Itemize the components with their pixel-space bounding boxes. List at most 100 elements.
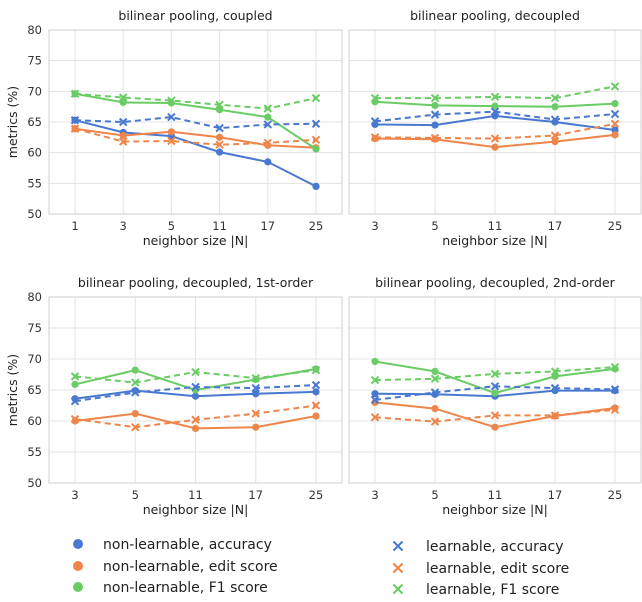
legend-label: non-learnable, accuracy [103, 537, 272, 553]
x-tick-label: 25 [608, 219, 623, 233]
data-point-circle [252, 423, 260, 431]
data-point-circle [431, 367, 439, 375]
x-marker-stroke [550, 115, 560, 124]
y-tick-label: 50 [27, 476, 42, 490]
data-point-x [550, 131, 560, 140]
data-point-x [370, 133, 380, 142]
plot-frame [48, 29, 343, 215]
y-axis-label: metrics (%) [5, 86, 20, 158]
x-marker-stroke [251, 383, 260, 393]
x-marker-stroke [392, 583, 404, 595]
x-marker-stroke [167, 112, 176, 122]
x-marker-stroke [370, 375, 380, 385]
data-point-x [370, 117, 380, 126]
data-point-x [610, 405, 620, 415]
data-point-circle [491, 102, 499, 110]
x-marker-stroke [430, 133, 440, 143]
x-tick-label: 11 [488, 219, 503, 233]
x-marker-stroke [430, 388, 440, 397]
chart-panel-3: 50 55 60 65 70 75 80 3 5 11 17 25 bilinear pooling, … [5, 275, 343, 517]
y-tick-label: 80 [27, 23, 42, 37]
x-marker-stroke [610, 109, 620, 119]
plot-frame [348, 29, 642, 215]
x-axis-label: neighbor size |N| [143, 233, 249, 248]
x-marker-stroke [550, 93, 560, 103]
x-marker-stroke [490, 382, 500, 391]
data-point-circle [167, 128, 175, 136]
x-axis-label: neighbor size |N| [442, 233, 548, 248]
data-point-circle [131, 366, 139, 374]
data-point-x [167, 136, 176, 146]
x-marker-stroke [118, 117, 128, 127]
data-point-x [610, 109, 620, 119]
data-point-circle [611, 404, 619, 412]
x-marker-stroke [70, 396, 80, 406]
y-tick-label: 75 [27, 321, 42, 335]
x-tick-label: 3 [371, 219, 378, 233]
data-point-circle [264, 113, 272, 121]
data-point-x [118, 93, 128, 102]
data-point-x [311, 93, 321, 103]
data-point-x [263, 104, 273, 113]
x-marker-stroke [430, 93, 440, 103]
data-point-circle [312, 388, 320, 396]
data-point-x [311, 365, 321, 375]
chart-panel-1: 50 55 60 65 70 75 80 1 3 5 11 17 25 bilinear pooling,… [5, 8, 343, 248]
x-tick-label: 3 [71, 488, 78, 502]
x-marker-stroke [311, 135, 321, 144]
x-marker-stroke [311, 93, 321, 103]
x-marker-stroke [70, 89, 80, 98]
data-point-x [191, 382, 200, 392]
legend-marker-circle [73, 539, 83, 549]
series-line [74, 119, 317, 188]
data-point-x [131, 422, 140, 432]
data-point-circle [119, 131, 127, 140]
legend-marker-circle [73, 561, 83, 571]
x-marker-stroke [70, 124, 80, 133]
series-line [74, 116, 317, 130]
x-marker-stroke [370, 133, 380, 142]
x-marker-stroke [263, 120, 273, 129]
data-point-x [550, 383, 560, 393]
x-marker-stroke [610, 119, 620, 129]
y-tick-label: 55 [27, 176, 42, 190]
series-line [74, 127, 317, 146]
y-tick-label: 70 [27, 84, 42, 98]
x-marker-stroke [263, 104, 273, 113]
chart-panel-4: 3 5 11 17 25 bilinear pooling, decoupled, 2nd… [348, 275, 642, 517]
x-marker-stroke [118, 93, 128, 102]
data-point-x [550, 93, 560, 103]
x-marker-stroke [191, 415, 200, 424]
series-line [74, 92, 317, 150]
y-axis-label: metrics (%) [5, 354, 20, 426]
x-marker-stroke [251, 409, 260, 418]
x-marker-stroke [131, 378, 140, 387]
data-point-x [370, 93, 380, 103]
data-point-x [370, 375, 380, 385]
x-marker-stroke [215, 140, 224, 149]
data-point-circle [71, 380, 79, 389]
x-marker-stroke [370, 93, 380, 103]
data-point-x [263, 120, 273, 129]
data-point-circle [216, 148, 224, 156]
data-point-x [610, 385, 620, 394]
data-point-x [215, 100, 224, 110]
x-tick-label: 25 [309, 488, 324, 502]
data-point-x [490, 411, 500, 420]
data-point-circle [611, 365, 619, 373]
legend-marker-x [392, 583, 404, 595]
x-marker-stroke [167, 136, 176, 146]
x-marker-stroke [70, 372, 80, 381]
data-point-x [167, 96, 176, 105]
data-point-x [215, 123, 224, 133]
x-marker-stroke [550, 131, 560, 140]
data-point-x [311, 135, 321, 144]
data-point-circle [252, 390, 260, 398]
y-tick-label: 60 [27, 146, 42, 160]
x-marker-stroke [167, 96, 176, 105]
data-point-circle [491, 389, 499, 397]
x-marker-stroke [70, 414, 80, 424]
chart-title: bilinear pooling, decoupled, 1st-order [78, 275, 314, 290]
x-marker-stroke [490, 369, 500, 379]
